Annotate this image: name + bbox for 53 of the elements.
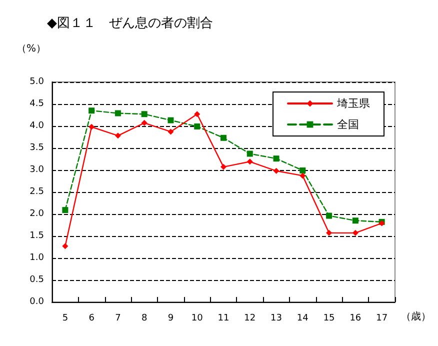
y-tick-label: 2.0: [30, 209, 44, 219]
y-tick-label: 4.5: [30, 99, 44, 109]
point: [88, 124, 95, 130]
point: [168, 117, 174, 124]
x-tick-label: 13: [270, 314, 282, 324]
point: [246, 158, 253, 165]
x-tick-label: 9: [168, 314, 174, 324]
x-tick-label: 6: [88, 314, 95, 324]
point: [246, 150, 253, 157]
x-tick-label: 12: [244, 314, 256, 324]
point: [141, 111, 148, 118]
point: [141, 120, 148, 126]
point: [326, 212, 332, 219]
x-tick-label: 11: [218, 314, 230, 324]
point: [62, 207, 68, 214]
point: [220, 164, 226, 170]
x-tick-label: 15: [323, 314, 335, 324]
x-tick-label: 16: [350, 314, 362, 324]
point: [273, 156, 280, 162]
point: [352, 218, 358, 224]
x-axis-title: （歳）: [401, 310, 431, 322]
point: [194, 111, 200, 118]
point: [273, 168, 280, 174]
point: [88, 108, 95, 114]
x-tick-label: 14: [296, 314, 309, 324]
y-tick-label: 3.0: [30, 165, 44, 175]
x-tick-label: 5: [62, 314, 68, 324]
point: [300, 172, 306, 179]
y-tick-label: 4.0: [30, 121, 44, 131]
point: [114, 132, 121, 139]
legend-label: 全国: [337, 118, 359, 131]
y-axis-title: （%）: [16, 44, 46, 54]
point: [352, 230, 358, 236]
y-tick-label: 1.5: [30, 231, 44, 241]
legend-label: 埼玉県: [336, 97, 370, 110]
point: [194, 123, 200, 130]
x-tick-label: 8: [141, 314, 148, 324]
x-tick-label: 10: [191, 314, 204, 324]
point: [300, 167, 306, 174]
y-tick-label: 5.0: [30, 77, 44, 87]
chart-title: ◆図１１ ぜん息の者の割合: [47, 16, 213, 31]
y-tick-label: 1.0: [30, 253, 44, 263]
y-tick-label: 3.5: [30, 143, 44, 153]
point: [114, 110, 121, 116]
y-tick-label: 2.5: [30, 187, 44, 197]
y-tick-label: 0.5: [30, 275, 44, 285]
point: [168, 128, 174, 135]
point: [220, 134, 226, 141]
point: [62, 243, 68, 250]
x-tick-label: 7: [115, 314, 121, 324]
point: [326, 230, 332, 236]
x-tick-label: 17: [376, 314, 388, 324]
y-tick-label: 0.0: [30, 297, 44, 307]
